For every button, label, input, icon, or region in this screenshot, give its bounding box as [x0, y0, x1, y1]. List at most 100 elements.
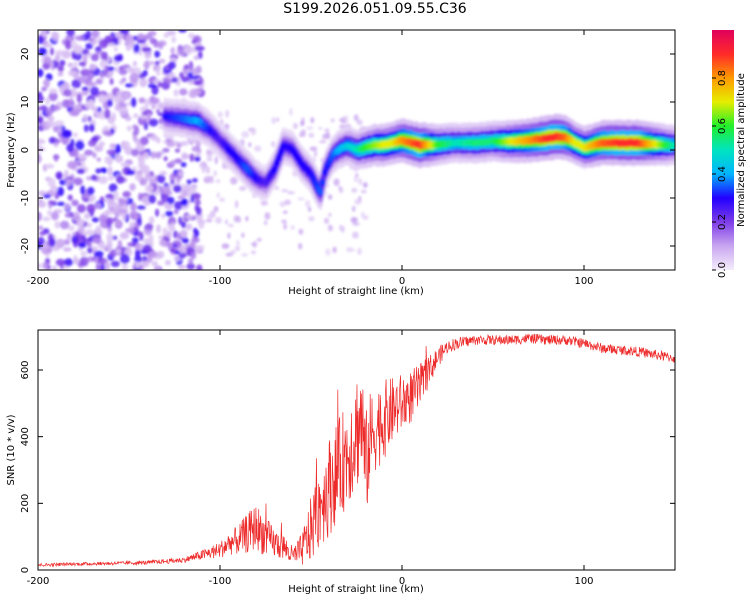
spectrogram-noise-cell	[167, 196, 175, 205]
spectrogram-noise-cell	[100, 51, 106, 60]
spectrogram-noise-cell	[171, 77, 178, 83]
spectrogram-noise-cell	[206, 157, 213, 162]
spectrogram-noise-cell	[79, 256, 89, 267]
spectrogram-noise-cell	[107, 166, 113, 176]
spectrogram-noise-cell	[173, 89, 179, 97]
colorbar-label: Normalized spectral amplitude	[736, 73, 747, 227]
spectrogram-noise-cell	[143, 228, 152, 236]
spectrogram-noise-cell	[351, 231, 359, 239]
spectrogram-noise-cell	[51, 104, 60, 112]
spectrogram-noise-cell	[179, 245, 184, 254]
spectrogram-noise-cell	[178, 30, 187, 33]
spectrogram-noise-cell	[59, 59, 66, 67]
spectrogram-noise-cell	[38, 68, 44, 78]
spectrogram-noise-cell	[89, 64, 97, 71]
spectrogram-noise-cell	[149, 177, 154, 185]
spectrogram-noise-cell	[105, 209, 112, 215]
snr-frame	[37, 329, 676, 571]
spectrogram-noise-cell	[325, 248, 331, 256]
spectrogram-noise-cell	[332, 246, 337, 254]
spectrogram-noise-cell	[191, 146, 201, 152]
spectrogram-noise-cell	[148, 234, 154, 243]
spectrogram-noise-cell	[250, 250, 256, 255]
spectrogram-noise-cell	[206, 214, 213, 219]
spectrogram-noise-cell	[327, 194, 333, 200]
spectrogram-noise-cell	[82, 114, 89, 123]
spectrogram-noise-cell	[173, 201, 184, 210]
spectrogram-noise-cell	[98, 176, 108, 184]
spectrogram-noise-cell	[98, 39, 108, 49]
spectrogram-noise-cell	[118, 209, 128, 214]
spectrogram-noise-cell	[184, 45, 194, 55]
spectrogram-noise-cell	[151, 104, 156, 110]
spectrogram-ridge-cell	[671, 141, 675, 150]
snr-panel: -200 -100 0 100 0 200 400 600 Height of straig…	[6, 329, 676, 595]
spectrogram-noise-cell	[109, 143, 117, 149]
spectrogram-noise-cell	[170, 222, 175, 231]
spectrogram-noise-cell	[134, 125, 140, 136]
spectrogram-noise-cell	[292, 122, 298, 130]
spectrogram-noise-cell	[238, 186, 247, 191]
spectrogram-noise-cell	[85, 229, 95, 236]
spectrogram-noise-cell	[42, 194, 52, 199]
spectrogram-noise-cell	[120, 162, 130, 168]
spectrogram-noise-cell	[192, 88, 202, 95]
spectrogram-noise-cell	[339, 117, 346, 123]
spectrogram-noise-cell	[88, 241, 93, 248]
spectrogram-noise-cell	[216, 192, 220, 198]
spectrogram-noise-cell	[84, 149, 94, 156]
spectrogram-noise-cell	[136, 205, 146, 210]
spectrogram-noise-cell	[144, 49, 152, 60]
spectrogram-noise-cell	[155, 67, 161, 77]
spectrogram-noise-cell	[129, 221, 136, 229]
spectrogram-noise-cell	[192, 178, 198, 183]
spectrogram-noise-cell	[163, 32, 170, 38]
spectrogram-noise-cell	[90, 53, 99, 62]
spectrogram-noise-cell	[45, 97, 50, 106]
spectrogram-noise-cell	[298, 242, 303, 250]
spectrogram-noise-cell	[143, 122, 148, 131]
spectrogram-noise-cell	[90, 106, 99, 111]
spectrogram-noise-cell	[159, 170, 167, 176]
spectrogram-noise-cell	[159, 43, 163, 50]
spectrogram-noise-cell	[88, 37, 94, 42]
spectrogram-noise-cell	[217, 111, 223, 118]
spectrogram-noise-cell	[186, 262, 195, 270]
spectrogram-noise-cell	[143, 61, 150, 69]
spectrogram-noise-cell	[67, 70, 78, 77]
spectrogram-noise-cell	[111, 235, 118, 240]
spectrogram-noise-cell	[283, 223, 288, 230]
spectrogram-noise-cell	[121, 262, 128, 270]
spectrogram-noise-cell	[362, 182, 368, 188]
spectrogram-noise-cell	[113, 46, 118, 52]
spectrogram-noise-cell	[64, 39, 71, 50]
spectrogram-noise-cell	[127, 66, 135, 74]
spectrogram-noise-cell	[122, 191, 131, 198]
spectrogram-noise-cell	[77, 226, 85, 235]
spectrogram-noise-cell	[114, 152, 121, 162]
spectrogram-ridge-cell	[319, 179, 326, 186]
spectrogram-noise-cell	[63, 247, 72, 252]
spectrogram-noise-cell	[356, 119, 363, 126]
spectrogram-noise-cell	[134, 243, 144, 251]
spectrogram-noise-cell	[99, 242, 106, 250]
spectrogram-noise-cell	[71, 199, 79, 207]
spectrogram-noise-cell	[38, 138, 43, 144]
spectrogram-noise-cell	[122, 92, 131, 99]
spectrogram-noise-cell	[213, 206, 219, 213]
spectrogram-noise-cell	[154, 50, 161, 58]
spectrogram-noise-cell	[191, 67, 199, 77]
spectrogram-noise-cell	[180, 162, 187, 168]
spectrogram-noise-cell	[234, 246, 241, 252]
spectrogram-noise-cell	[130, 97, 137, 108]
x-tick-label: -100	[209, 576, 232, 587]
spectrogram-noise-cell	[348, 248, 356, 252]
spectrogram-noise-cell	[164, 79, 173, 84]
spectrogram-noise-cell	[225, 109, 229, 118]
spectrogram-noise-cell	[181, 221, 187, 229]
spectrogram-noise-cell	[104, 261, 110, 270]
spectrogram-noise-cell	[165, 260, 171, 266]
spectrogram-noise-cell	[87, 186, 95, 196]
spectrogram-noise-cell	[38, 211, 42, 222]
spectrogram-noise-cell	[138, 72, 146, 79]
